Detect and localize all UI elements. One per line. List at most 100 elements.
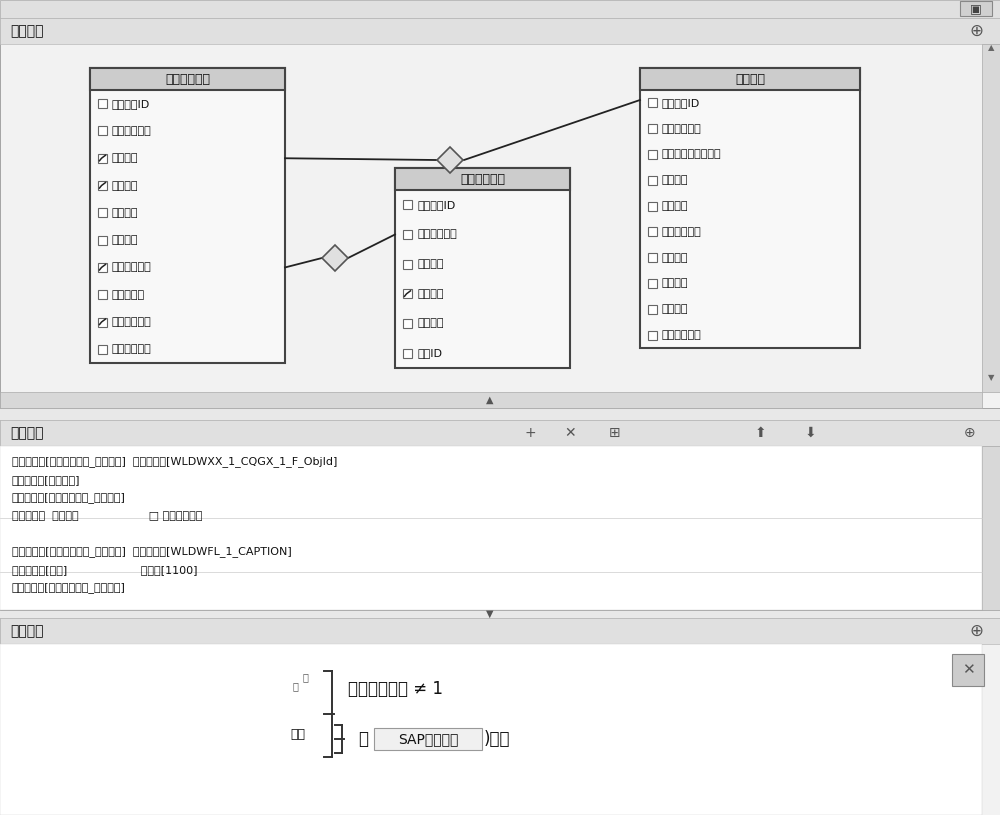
Bar [98,99,107,108]
Text: 属性说明：[往来单位信息_产权关系]: 属性说明：[往来单位信息_产权关系] [12,492,126,504]
Bar [982,44,1000,392]
Text: 核算方法: 核算方法 [662,253,688,262]
Text: 分类名称: 分类名称 [417,289,444,299]
Bar [0,618,1000,644]
Bar [98,209,107,218]
Text: 中文名称：[往来单位分类_分类名称]  属性名称：[WLDWFL_1_CAPTION]: 中文名称：[往来单位分类_分类名称] 属性名称：[WLDWFL_1_CAPTIO… [12,547,292,557]
Text: SAP系统编号: SAP系统编号 [398,732,458,746]
Bar [0,446,982,610]
Bar [648,124,657,133]
Text: 产权关系类型: 产权关系类型 [662,227,702,237]
Bar [648,201,657,210]
Text: 分类编号: 分类编号 [417,319,444,328]
Bar [0,18,1000,408]
Text: 统一对象标识: 统一对象标识 [417,230,457,240]
Bar [0,18,1000,44]
Text: 对象停用标志 ≠ 1: 对象停用标志 ≠ 1 [348,680,443,698]
Text: 单位名称: 单位名称 [112,181,138,191]
Bar [395,168,570,368]
Bar [98,290,107,299]
Text: 属性类型：[关联实体]: 属性类型：[关联实体] [12,475,80,485]
Text: 累计出资: 累计出资 [662,304,688,315]
Text: 产权关系: 产权关系 [735,73,765,86]
Text: ▼: ▼ [988,373,994,382]
Text: 实体查询: 实体查询 [10,24,44,38]
Bar [648,227,657,236]
Text: 往来单位分类: 往来单位分类 [112,262,152,272]
Text: 中文名称：[往来单位信息_产权关系]  属性名称：[WLDWXX_1_CQGX_1_F_ObjId]: 中文名称：[往来单位信息_产权关系] 属性名称：[WLDWXX_1_CQGX_1… [12,456,337,468]
Text: 并且: 并且 [290,728,306,741]
Bar [0,420,1000,446]
Bar [90,68,285,90]
Bar [982,446,1000,610]
Text: +: + [524,426,536,440]
Text: 统一对象ID: 统一对象ID [417,200,455,209]
Text: ⬇: ⬇ [804,426,816,440]
Bar [648,150,657,159]
Text: ⊕: ⊕ [964,426,976,440]
Bar [403,319,412,328]
Bar [0,644,982,815]
Bar [648,305,657,314]
Text: 分类代码: 分类代码 [417,259,444,269]
Bar [98,236,107,244]
Bar [648,99,657,108]
Text: 税务登记号: 税务登记号 [112,290,145,300]
Text: 查询条件: 查询条件 [10,624,44,638]
Polygon shape [437,147,463,173]
Bar [403,200,412,209]
Text: 统一对象标识: 统一对象标识 [662,124,702,134]
Text: ✕: ✕ [564,426,576,440]
Bar [98,181,107,190]
Text: 对象代码: 对象代码 [112,236,138,245]
Text: ⊕: ⊕ [969,22,983,40]
Bar [648,279,657,288]
Text: 对象内部代码: 对象内部代码 [112,317,152,327]
Text: 产权关系: 产权关系 [112,153,138,163]
Text: 飞: 飞 [302,672,308,682]
Bar [98,345,107,354]
Bar [648,176,657,185]
Text: ▣: ▣ [970,2,982,15]
Bar [395,168,570,190]
Bar [98,318,107,327]
Text: 对象类型: 对象类型 [662,201,688,211]
Text: ⊞: ⊞ [609,426,621,440]
Text: 属性类型：[字符]                     长度：[1100]: 属性类型：[字符] 长度：[1100] [12,565,198,575]
Bar [640,68,860,90]
Bar [952,654,984,686]
Text: 之: 之 [292,681,298,691]
Text: 统一对象标识: 统一对象标识 [112,126,152,136]
Bar [98,263,107,272]
Text: ▼: ▼ [486,609,494,619]
Text: 是否已办理产权登记: 是否已办理产权登记 [662,149,722,160]
Text: 累计出资比例: 累计出资比例 [662,330,702,340]
Text: 实体名称：  产权关系                    □ 对象所属组织: 实体名称： 产权关系 □ 对象所属组织 [12,511,202,521]
Bar [90,68,285,363]
Bar [648,331,657,340]
Text: 统一对象ID: 统一对象ID [662,98,700,108]
Bar [0,0,1000,18]
Bar [403,349,412,358]
Bar [960,1,992,16]
Bar [0,392,982,408]
Text: )为空: )为空 [484,730,511,748]
Text: 单位代码: 单位代码 [662,175,688,185]
Bar [403,230,412,239]
Bar [648,253,657,262]
Bar [98,126,107,135]
Text: ✕: ✕ [962,663,974,677]
Bar [403,289,412,298]
Text: ▲: ▲ [486,395,494,405]
Bar [640,68,860,348]
Bar [98,154,107,163]
Text: （: （ [358,730,368,748]
Text: 往来单位分类: 往来单位分类 [460,173,505,186]
Text: 产权级次: 产权级次 [662,279,688,289]
Text: 分类ID: 分类ID [417,348,442,358]
Text: ▲: ▲ [988,43,994,52]
Text: 往来单位信息: 往来单位信息 [165,73,210,86]
Bar [0,420,1000,610]
Text: 所属单位: 所属单位 [112,208,138,218]
Polygon shape [322,245,348,271]
